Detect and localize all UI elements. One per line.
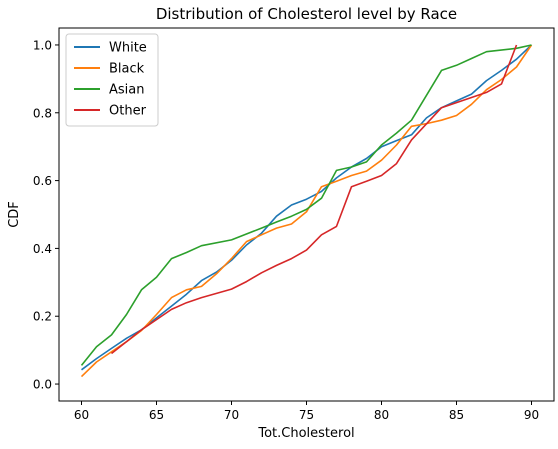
x-tick-label: 80: [374, 408, 389, 422]
y-tick-label: 1.0: [33, 38, 52, 52]
x-axis: 60 65 70 75 80 85 90: [74, 401, 539, 422]
x-tick-label: 90: [524, 408, 539, 422]
legend-label-asian: Asian: [109, 83, 144, 98]
x-axis-label: Tot.Cholesterol: [257, 426, 354, 441]
legend-label-other: Other: [109, 104, 147, 119]
y-tick-label: 0.8: [33, 106, 52, 120]
series-line-other: [111, 44, 518, 355]
legend: White Black Asian Other: [65, 33, 159, 127]
y-tick-label: 0.0: [33, 378, 52, 392]
x-tick-label: 60: [74, 408, 89, 422]
plot-area: [80, 44, 533, 378]
x-tick-label: 85: [449, 408, 464, 422]
y-tick-label: 0.2: [33, 310, 52, 324]
y-axis-label: CDF: [7, 201, 22, 228]
y-tick-label: 0.6: [33, 174, 52, 188]
x-tick-label: 65: [149, 408, 164, 422]
series-line-white: [81, 44, 533, 371]
chart-title: Distribution of Cholesterol level by Rac…: [156, 5, 457, 23]
x-tick-label: 70: [224, 408, 239, 422]
x-tick-label: 75: [299, 408, 314, 422]
legend-label-white: White: [109, 41, 147, 56]
y-axis: 0.0 0.2 0.4 0.6 0.8 1.0: [33, 38, 59, 392]
series-line-black: [80, 44, 533, 378]
legend-box: [65, 33, 159, 127]
y-tick-label: 0.4: [33, 242, 52, 256]
legend-label-black: Black: [109, 62, 145, 77]
series-line-asian: [80, 44, 532, 366]
